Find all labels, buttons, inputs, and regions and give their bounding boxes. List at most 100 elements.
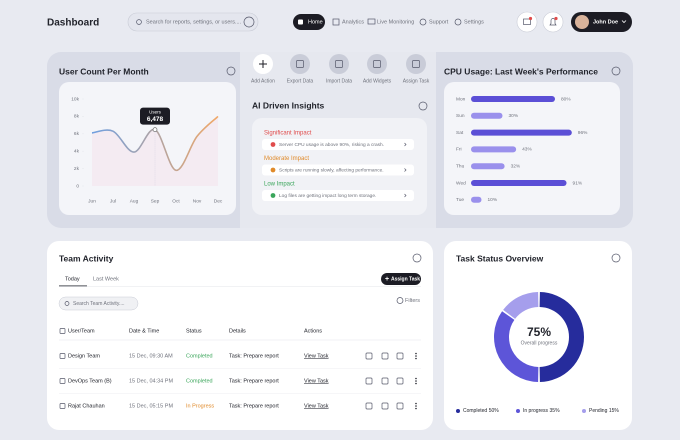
menu-dot bbox=[415, 402, 417, 405]
checkbox[interactable] bbox=[59, 403, 66, 409]
search-icon bbox=[64, 301, 70, 306]
quick-actions: Add Action Export Data Import Data Add Widg… bbox=[251, 54, 430, 84]
x-tick-label: Sep bbox=[151, 198, 160, 204]
messages-button[interactable] bbox=[516, 11, 538, 33]
expand-icon[interactable] bbox=[418, 101, 428, 111]
action-icon[interactable] bbox=[365, 402, 373, 410]
column-header: Date & Time bbox=[129, 328, 159, 334]
action-icon[interactable] bbox=[381, 352, 389, 360]
expand-icon[interactable] bbox=[611, 66, 621, 76]
legend-swatch bbox=[516, 409, 520, 413]
value-label: 43% bbox=[522, 147, 532, 153]
action-icon[interactable] bbox=[365, 352, 373, 360]
chevron bbox=[404, 168, 407, 172]
tooltip bbox=[140, 107, 170, 125]
notifications-button[interactable] bbox=[542, 11, 564, 33]
x-tick-label: Dec bbox=[214, 198, 223, 204]
legend-name: Completed bbox=[463, 408, 487, 414]
legend-entry: In progress 35% bbox=[523, 408, 560, 414]
insight-row[interactable] bbox=[262, 139, 414, 150]
center-value: 75% bbox=[527, 325, 551, 339]
menu-dot bbox=[415, 405, 417, 407]
details: Task: Prepare report bbox=[229, 403, 279, 409]
bar bbox=[471, 96, 555, 102]
insight-row[interactable] bbox=[262, 164, 414, 176]
nav-label[interactable]: Support bbox=[429, 19, 449, 25]
menu-dot bbox=[415, 407, 417, 410]
nav-home[interactable] bbox=[293, 14, 325, 30]
tooltip-value: 6,478 bbox=[147, 116, 164, 123]
home-icon bbox=[298, 19, 303, 25]
checkbox[interactable] bbox=[59, 378, 66, 384]
bar bbox=[471, 196, 482, 203]
nav-label[interactable]: Settings bbox=[464, 19, 484, 25]
filters-button[interactable]: Filters bbox=[405, 298, 420, 304]
action-label[interactable]: Add Widgets bbox=[363, 78, 392, 84]
column-header: Status bbox=[186, 328, 202, 334]
action-button[interactable] bbox=[367, 54, 387, 74]
expand-icon[interactable] bbox=[226, 66, 236, 76]
action-icon[interactable] bbox=[381, 377, 389, 385]
button-label[interactable]: Assign Task bbox=[391, 276, 420, 282]
value-label: 10% bbox=[488, 197, 498, 203]
view-task-link[interactable]: View Task bbox=[304, 403, 329, 409]
column-header: Details bbox=[229, 328, 246, 334]
checkbox[interactable] bbox=[59, 353, 66, 359]
action-icon[interactable] bbox=[396, 352, 404, 360]
action-icon[interactable] bbox=[365, 377, 373, 385]
details: Task: Prepare report bbox=[229, 353, 279, 359]
action-button[interactable] bbox=[329, 54, 349, 74]
value-label: 32% bbox=[511, 163, 521, 169]
action-label[interactable]: Export Data bbox=[287, 78, 314, 84]
action-icon bbox=[412, 60, 420, 68]
action-icon[interactable] bbox=[381, 402, 389, 410]
insight-text: Scripts are running slowly, affecting pe… bbox=[279, 167, 384, 173]
nav-label[interactable]: Home bbox=[308, 19, 323, 25]
view-task-link[interactable]: View Task bbox=[304, 353, 329, 359]
action-label[interactable]: Assign Task bbox=[403, 78, 430, 84]
insight-row[interactable] bbox=[262, 190, 414, 201]
bell-icon bbox=[549, 18, 557, 26]
action-label[interactable]: Add Action bbox=[251, 78, 275, 84]
menu-dot bbox=[415, 355, 417, 357]
view-task-link[interactable]: View Task bbox=[304, 378, 329, 384]
bar bbox=[471, 163, 505, 170]
chevron bbox=[621, 20, 627, 24]
assign-button[interactable] bbox=[381, 273, 421, 285]
category-label: Mon bbox=[456, 96, 466, 102]
card-title: Task Status Overview bbox=[456, 253, 544, 263]
value-label: 91% bbox=[573, 180, 583, 186]
column-header: User/Team bbox=[68, 328, 95, 334]
card bbox=[59, 82, 236, 215]
search-box[interactable] bbox=[127, 12, 259, 32]
filter-icon bbox=[396, 297, 404, 304]
action-label[interactable]: Import Data bbox=[326, 78, 352, 84]
action-icon[interactable] bbox=[396, 377, 404, 385]
category-label: Wed bbox=[456, 180, 466, 186]
badge bbox=[528, 16, 533, 21]
tooltip-title: Users bbox=[149, 109, 162, 114]
menu-dot bbox=[415, 377, 417, 380]
nav-label[interactable]: Analytics bbox=[342, 19, 364, 25]
status: Completed bbox=[186, 353, 213, 359]
value-label: 80% bbox=[561, 96, 571, 102]
details: Task: Prepare report bbox=[229, 378, 279, 384]
avatar bbox=[575, 15, 589, 29]
tab[interactable]: Today bbox=[65, 276, 80, 282]
checkbox[interactable] bbox=[59, 328, 66, 334]
nav-label[interactable]: Live Monitoring bbox=[377, 19, 414, 25]
date-time: 15 Dec, 09:30 AM bbox=[129, 353, 173, 359]
plus-icon bbox=[259, 60, 267, 68]
tab[interactable]: Last Week bbox=[93, 276, 119, 282]
y-tick-label: 8k bbox=[74, 114, 80, 120]
category-label: Sat bbox=[456, 130, 464, 136]
action-icon[interactable] bbox=[396, 402, 404, 410]
action-button[interactable] bbox=[406, 54, 426, 74]
search-icon bbox=[136, 19, 142, 25]
search-box[interactable] bbox=[58, 296, 139, 311]
voice-icon[interactable] bbox=[243, 16, 255, 28]
card-title: CPU Usage: Last Week's Performance bbox=[444, 66, 598, 76]
expand-icon[interactable] bbox=[412, 253, 422, 263]
action-button[interactable] bbox=[290, 54, 310, 74]
expand-icon[interactable] bbox=[611, 253, 621, 263]
